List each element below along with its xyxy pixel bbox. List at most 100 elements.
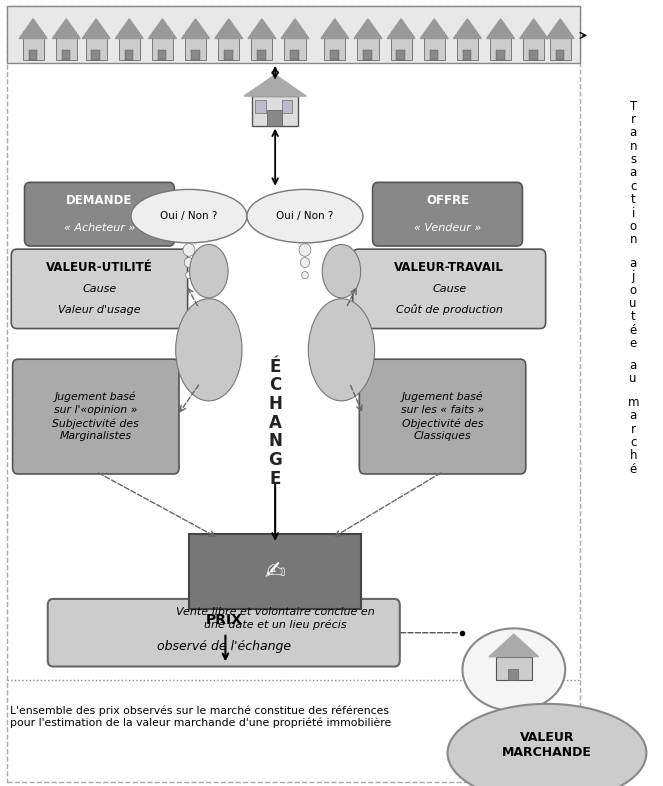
- Ellipse shape: [448, 704, 646, 786]
- Bar: [523, 39, 544, 60]
- Text: DEMANDE: DEMANDE: [66, 194, 133, 208]
- Text: r: r: [631, 113, 636, 126]
- Ellipse shape: [183, 244, 195, 256]
- Polygon shape: [354, 19, 382, 39]
- Bar: [29, 50, 37, 60]
- Ellipse shape: [299, 244, 311, 256]
- Text: é: é: [630, 463, 636, 476]
- Bar: [529, 50, 538, 60]
- Bar: [185, 39, 206, 60]
- Text: r: r: [631, 423, 636, 435]
- Polygon shape: [52, 19, 80, 39]
- Polygon shape: [453, 19, 481, 39]
- Polygon shape: [281, 19, 309, 39]
- Bar: [152, 39, 173, 60]
- Text: Oui / Non ?: Oui / Non ?: [160, 211, 217, 221]
- Bar: [284, 39, 306, 60]
- Text: Cause: Cause: [432, 284, 466, 294]
- Text: Coût de production: Coût de production: [396, 304, 503, 315]
- Polygon shape: [520, 19, 548, 39]
- Text: u: u: [629, 297, 637, 310]
- Polygon shape: [244, 75, 306, 96]
- Text: « Acheteur »: « Acheteur »: [64, 222, 135, 233]
- FancyBboxPatch shape: [25, 182, 174, 246]
- Bar: [255, 101, 266, 113]
- Text: VALEUR-UTILITÉ: VALEUR-UTILITÉ: [46, 262, 153, 274]
- Text: u: u: [629, 373, 637, 385]
- Bar: [508, 669, 518, 681]
- Polygon shape: [215, 19, 243, 39]
- Text: a: a: [630, 359, 636, 372]
- Ellipse shape: [247, 189, 363, 243]
- Ellipse shape: [186, 272, 192, 279]
- Bar: [550, 39, 571, 60]
- Text: n: n: [629, 233, 637, 246]
- Bar: [189, 534, 361, 609]
- Polygon shape: [487, 19, 514, 39]
- Polygon shape: [387, 19, 415, 39]
- Text: observé de l'échange: observé de l'échange: [156, 640, 291, 653]
- Bar: [191, 50, 200, 60]
- Bar: [490, 39, 511, 60]
- Text: VALEUR-TRAVAIL: VALEUR-TRAVAIL: [394, 262, 504, 274]
- Text: h: h: [629, 450, 637, 462]
- Text: é: é: [630, 324, 636, 336]
- Bar: [251, 39, 272, 60]
- Text: Jugement basé
sur l'«opinion »
Subjectivité des
Marginalistes: Jugement basé sur l'«opinion » Subjectiv…: [52, 391, 139, 442]
- Bar: [357, 39, 379, 60]
- Bar: [7, 6, 580, 782]
- Text: a: a: [630, 127, 636, 139]
- Bar: [224, 50, 233, 60]
- Text: a: a: [630, 167, 636, 179]
- Text: c: c: [630, 436, 636, 449]
- Text: OFFRE: OFFRE: [426, 194, 469, 208]
- Polygon shape: [248, 19, 276, 39]
- Bar: [330, 50, 339, 60]
- Bar: [396, 50, 405, 60]
- Text: Cause: Cause: [82, 284, 117, 294]
- Text: s: s: [630, 153, 636, 166]
- Polygon shape: [149, 19, 176, 39]
- Ellipse shape: [308, 299, 375, 401]
- Text: Valeur d'usage: Valeur d'usage: [58, 305, 141, 314]
- Polygon shape: [420, 19, 448, 39]
- Bar: [56, 39, 77, 60]
- Text: e: e: [630, 337, 636, 350]
- Ellipse shape: [131, 189, 247, 243]
- FancyBboxPatch shape: [359, 359, 526, 474]
- Bar: [424, 39, 445, 60]
- Polygon shape: [82, 19, 110, 39]
- Bar: [495, 657, 532, 681]
- Text: PRIX: PRIX: [206, 613, 242, 627]
- Bar: [463, 50, 471, 60]
- Bar: [257, 50, 266, 60]
- Ellipse shape: [300, 258, 310, 267]
- Bar: [290, 50, 299, 60]
- Bar: [282, 101, 292, 113]
- Text: c: c: [630, 180, 636, 193]
- Text: o: o: [630, 220, 636, 233]
- Polygon shape: [182, 19, 210, 39]
- Ellipse shape: [184, 258, 194, 267]
- Text: t: t: [631, 310, 636, 323]
- FancyBboxPatch shape: [13, 359, 179, 474]
- Ellipse shape: [190, 244, 228, 298]
- Ellipse shape: [462, 629, 565, 711]
- FancyBboxPatch shape: [48, 599, 400, 667]
- Polygon shape: [546, 19, 574, 39]
- Text: m: m: [627, 396, 639, 409]
- Ellipse shape: [176, 299, 242, 401]
- FancyBboxPatch shape: [11, 249, 188, 329]
- Text: j: j: [631, 270, 635, 283]
- Text: VALEUR
MARCHANDE: VALEUR MARCHANDE: [502, 731, 592, 759]
- Text: Oui / Non ?: Oui / Non ?: [276, 211, 333, 221]
- Text: Jugement basé
sur les « faits »
Objectivité des
Classiques: Jugement basé sur les « faits » Objectiv…: [401, 391, 484, 442]
- Bar: [324, 39, 345, 60]
- Text: i: i: [631, 207, 635, 219]
- Bar: [430, 50, 438, 60]
- Bar: [7, 6, 580, 63]
- Polygon shape: [489, 634, 538, 657]
- Text: o: o: [630, 284, 636, 296]
- Bar: [391, 39, 412, 60]
- Bar: [86, 39, 107, 60]
